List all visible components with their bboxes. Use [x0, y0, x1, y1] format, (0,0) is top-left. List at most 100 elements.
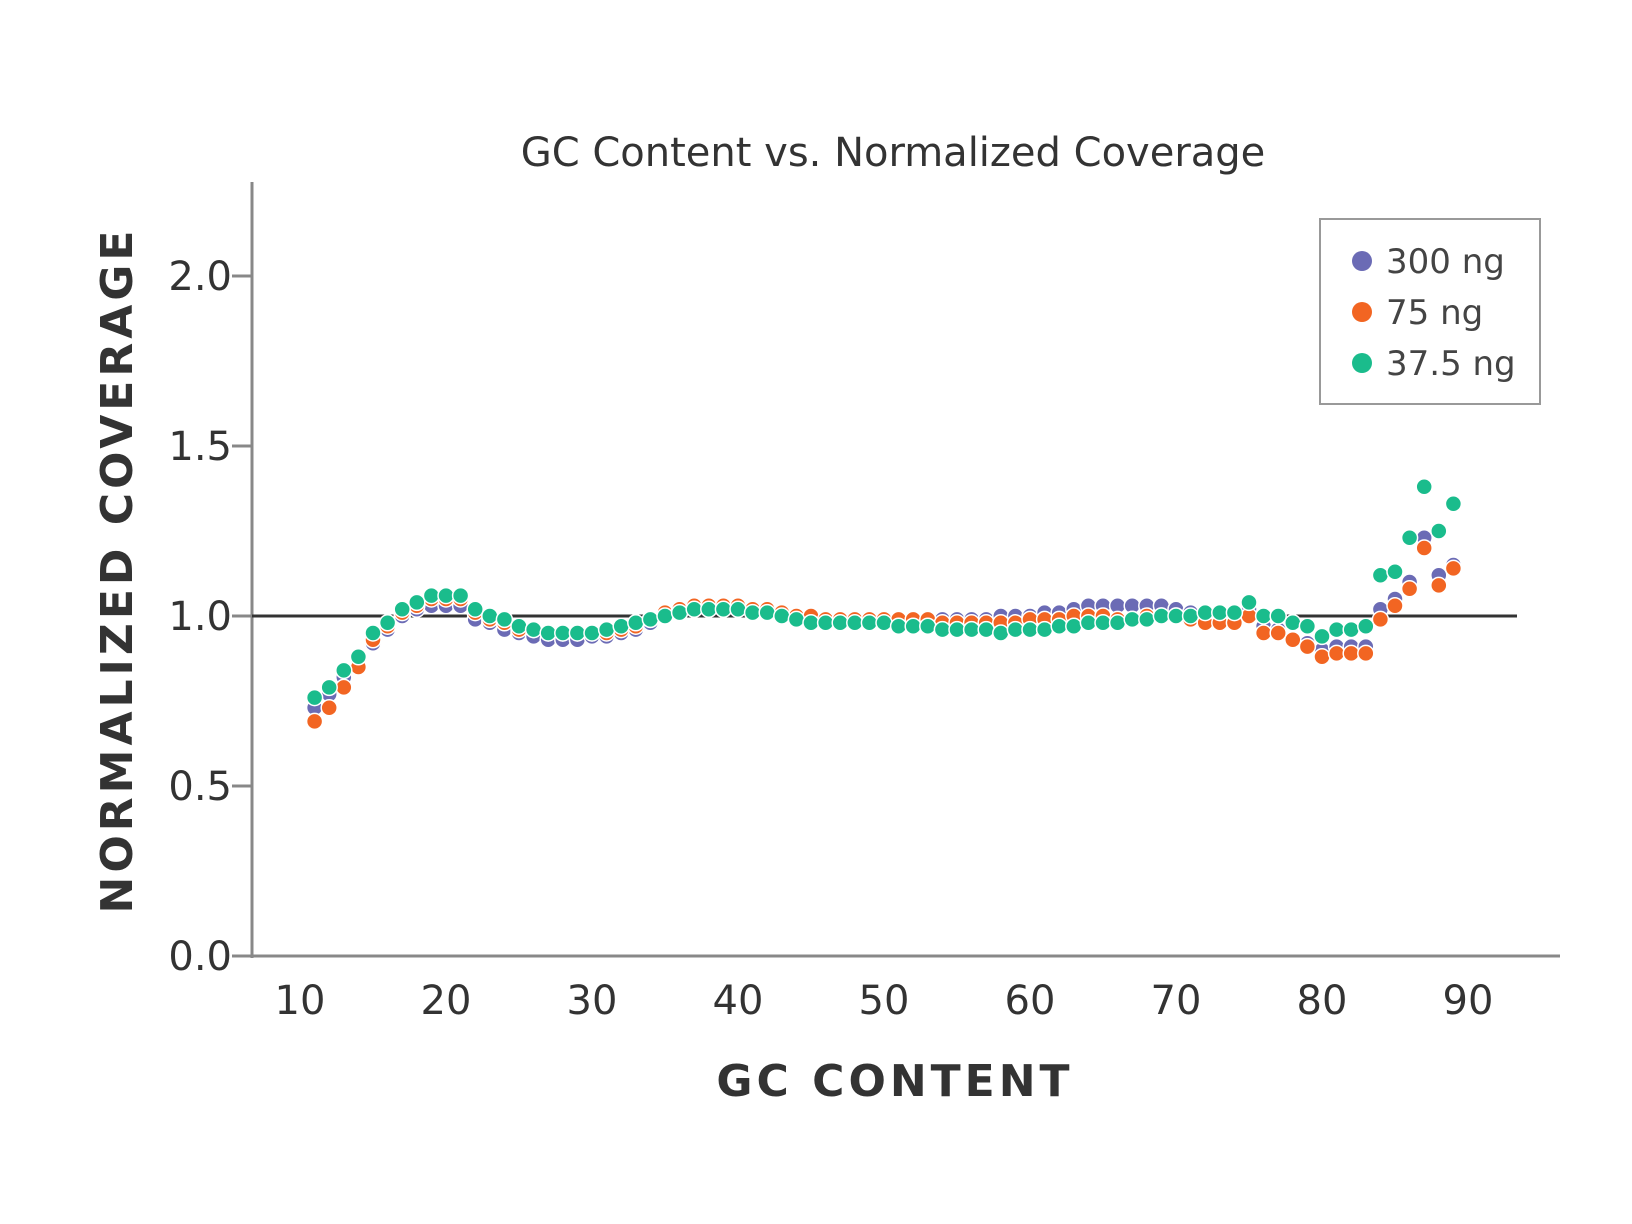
data-point	[1357, 644, 1375, 663]
data-point	[1196, 603, 1214, 622]
data-point	[1065, 617, 1083, 635]
y-tick-label: 1.5	[168, 424, 232, 470]
data-point	[846, 614, 864, 632]
y-tick-label: 0.5	[168, 764, 232, 810]
y-axis-label: NORMALIZED COVERAGE	[92, 227, 143, 914]
data-point	[1357, 617, 1375, 635]
legend-marker-37-5ng	[1352, 353, 1372, 373]
data-point	[743, 603, 762, 622]
data-point	[597, 620, 616, 639]
data-point	[802, 614, 820, 632]
data-point	[1269, 607, 1287, 625]
legend-label-37-5ng: 37.5 ng	[1386, 344, 1516, 384]
x-axis-label: GC CONTENT	[716, 1056, 1073, 1107]
data-point	[305, 688, 324, 707]
data-point	[1006, 620, 1025, 639]
data-point	[1400, 580, 1419, 598]
legend-marker-300ng	[1352, 251, 1372, 271]
data-point	[539, 624, 557, 642]
data-point	[1386, 563, 1404, 581]
data-point	[948, 620, 966, 639]
legend-marker-75ng	[1352, 302, 1372, 322]
data-point	[670, 603, 689, 622]
data-point	[1415, 478, 1433, 496]
data-point	[1035, 620, 1054, 639]
data-point	[422, 586, 441, 605]
chart-title: GC Content vs. Normalized Coverage	[521, 130, 1266, 176]
data-point	[700, 600, 718, 618]
data-point	[451, 586, 470, 605]
data-point	[1430, 576, 1448, 595]
data-point	[904, 617, 922, 635]
data-point	[1400, 529, 1419, 547]
data-point	[1327, 620, 1346, 639]
data-point	[1371, 610, 1390, 629]
data-point	[1342, 644, 1360, 663]
data-point	[335, 678, 353, 697]
legend: 300 ng 75 ng 37.5 ng	[1319, 218, 1541, 405]
data-point	[524, 620, 543, 639]
data-point	[1444, 559, 1463, 578]
x-tick-label: 50	[859, 978, 910, 1024]
data-point	[1430, 522, 1448, 540]
data-point	[1298, 637, 1317, 656]
data-point	[1152, 607, 1171, 625]
data-point	[510, 617, 528, 635]
y-tick-label: 2.0	[168, 254, 232, 300]
data-point	[685, 600, 703, 618]
series-1	[305, 539, 1463, 731]
data-point	[335, 661, 353, 680]
data-point	[933, 620, 952, 639]
data-point	[1386, 597, 1404, 615]
data-point	[1444, 495, 1463, 513]
data-points	[305, 478, 1463, 731]
data-point	[860, 614, 879, 632]
data-point	[1138, 610, 1156, 629]
data-point	[977, 620, 995, 639]
data-point	[1211, 603, 1229, 622]
x-tick-label: 20	[421, 978, 472, 1024]
series-2	[305, 478, 1463, 707]
data-point	[831, 614, 849, 632]
data-point	[627, 614, 645, 632]
data-point	[1284, 614, 1302, 632]
legend-label-75ng: 75 ng	[1386, 293, 1483, 333]
data-point	[1313, 627, 1331, 646]
data-point	[1108, 614, 1127, 632]
data-point	[992, 624, 1010, 642]
data-point	[787, 610, 806, 629]
data-point	[495, 610, 514, 629]
y-tick-label: 1.0	[168, 594, 232, 640]
x-tick-label: 90	[1443, 978, 1494, 1024]
data-point	[466, 600, 484, 618]
data-point	[408, 593, 426, 612]
data-point	[583, 624, 601, 642]
data-point	[1254, 624, 1273, 642]
data-point	[305, 712, 324, 731]
data-point	[437, 586, 455, 605]
data-point	[364, 624, 382, 642]
data-point	[758, 603, 776, 622]
data-point	[1371, 566, 1390, 584]
data-point	[1298, 617, 1317, 635]
data-point	[1342, 620, 1360, 639]
data-point	[1269, 624, 1287, 642]
data-point	[1240, 593, 1258, 612]
data-point	[773, 607, 791, 625]
data-point	[349, 648, 368, 666]
data-point	[1094, 614, 1112, 632]
x-tick-label: 80	[1297, 978, 1348, 1024]
data-point	[378, 614, 397, 632]
x-tick-label: 30	[567, 978, 618, 1024]
legend-label-300ng: 300 ng	[1386, 242, 1505, 282]
data-point	[714, 600, 733, 618]
data-point	[1181, 607, 1200, 625]
data-point	[568, 624, 587, 642]
y-tick-group: 0.0 0.5 1.0 1.5 2.0	[168, 254, 252, 980]
data-point	[656, 607, 674, 625]
data-point	[889, 617, 908, 635]
data-point	[1167, 607, 1185, 625]
data-point	[554, 624, 572, 642]
data-point	[1225, 603, 1244, 622]
data-point	[962, 620, 981, 639]
